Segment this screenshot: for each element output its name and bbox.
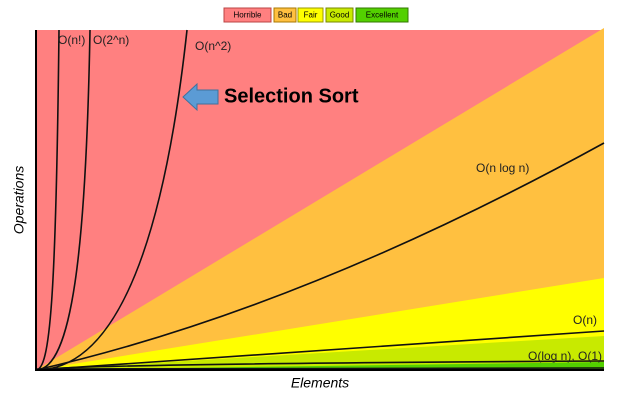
y-axis-label: Operations — [11, 166, 27, 234]
curves — [35, 29, 605, 371]
legend-label: Good — [330, 11, 350, 20]
legend-swatch — [223, 7, 272, 23]
curve-nlogn — [35, 142, 605, 371]
legend-swatch — [297, 7, 324, 23]
legend-swatch — [355, 7, 409, 23]
arrow-icon — [182, 82, 219, 112]
legend-label: Fair — [304, 11, 318, 20]
curve-constant — [35, 367, 605, 370]
curve-linear — [35, 330, 605, 371]
curve-labels: O(n!) O(2^n) O(n^2) O(n log n) O(n) O(lo… — [58, 33, 602, 363]
x-axis-label: Elements — [291, 375, 349, 391]
curve-label: O(log n), O(1) — [528, 349, 602, 363]
curve-factorial — [35, 29, 60, 371]
legend-label: Bad — [278, 11, 292, 20]
legend-label: Excellent — [366, 11, 399, 20]
curve-label: O(n log n) — [476, 161, 529, 175]
legend-swatch — [273, 7, 297, 23]
curve-label: O(n) — [573, 313, 597, 327]
region-bad — [36, 28, 604, 370]
legend-label: Horrible — [233, 11, 262, 20]
curve-label: O(n!) — [58, 33, 85, 47]
legend: Horrible Bad Fair Good Excellent — [223, 7, 409, 23]
annotation: Selection Sort — [224, 85, 359, 107]
curve-label: O(n^2) — [195, 39, 231, 53]
curve-label: O(2^n) — [93, 33, 129, 47]
legend-swatch — [325, 7, 354, 23]
curve-exponential — [35, 29, 91, 371]
regions — [36, 28, 604, 370]
